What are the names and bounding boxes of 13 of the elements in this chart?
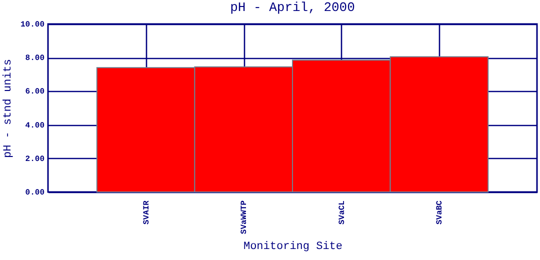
chart-title: pH - April, 2000 [230, 0, 355, 15]
y-tick-label: 10.00 [20, 20, 45, 30]
x-tick-label: SVAIR [142, 200, 152, 225]
y-tick-label: 0.00 [25, 188, 45, 198]
x-tick-label: SVaBC [436, 200, 445, 225]
x-axis-title: Monitoring Site [243, 241, 343, 254]
y-tick-label: 2.00 [25, 154, 45, 164]
y-tick-label: 8.00 [25, 54, 45, 64]
y-tick-label: 4.00 [25, 121, 45, 130]
x-tick-label: SVaCL [338, 200, 347, 225]
y-axis-title: pH - stnd units [2, 58, 14, 158]
x-tick-label: SVaWWTP [240, 200, 250, 234]
y-tick-label: 6.00 [25, 88, 45, 97]
